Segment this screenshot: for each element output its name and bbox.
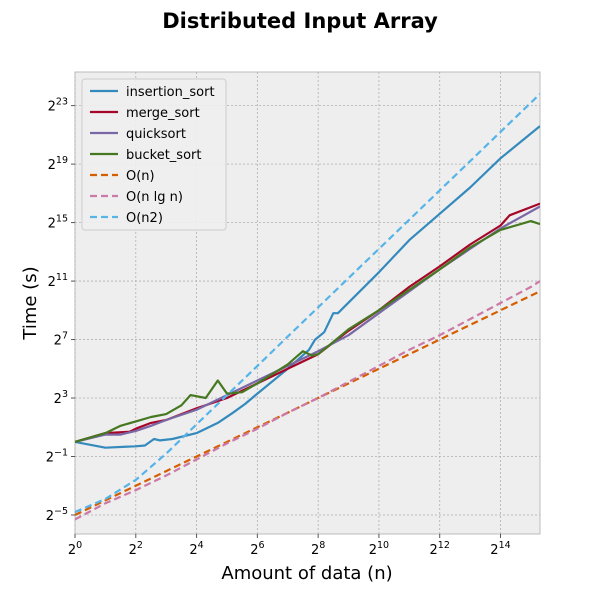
y-tick-label: 219 [48,155,68,173]
series-line-o-n- [75,290,540,516]
legend-box [81,78,227,231]
y-tick-label: 223 [48,97,68,115]
y-tick-label: 2−5 [46,506,68,524]
x-tick-label: 20 [68,540,82,558]
x-tick-label: 28 [311,540,325,558]
x-tick-label: 212 [430,540,450,558]
x-axis-label: Amount of data (n) [221,563,392,584]
y-tick-label: 23 [54,389,68,407]
legend-label: quicksort [126,127,186,142]
legend-label: O(n) [126,169,155,184]
legend-label: O(n2) [126,211,163,226]
series-line-o-n-lg-n- [75,280,540,521]
x-tick-label: 210 [369,540,389,558]
x-axis-ticks: 20 22 24 26 28 210 212 214 [68,534,511,558]
y-axis-ticks: 2−5 2−1 23 27 211 215 219 223 [46,97,75,524]
y-axis-label: Time (s) [20,266,41,340]
y-tick-label: 215 [48,214,68,232]
legend-label: merge_sort [126,106,200,121]
series-line-o-n2- [75,93,540,514]
x-tick-label: 26 [250,540,264,558]
series-line-merge-sort [75,202,540,443]
x-tick-label: 24 [189,540,203,558]
y-tick-label: 27 [54,331,68,349]
series-line-bucket-sort [75,220,540,443]
legend: insertion_sort merge_sort quicksort bucket_… [81,78,227,231]
chart-title: Distributed Input Array [162,9,438,33]
legend-label: bucket_sort [126,148,201,163]
y-tick-label: 2−1 [46,448,68,466]
legend-label: insertion_sort [126,85,215,100]
legend-label: O(n lg n) [126,190,183,205]
y-tick-label: 211 [48,272,68,290]
series-line-insertion-sort [75,125,540,449]
x-tick-label: 22 [129,540,143,558]
x-tick-label: 214 [490,540,510,558]
series-lines [75,93,540,521]
